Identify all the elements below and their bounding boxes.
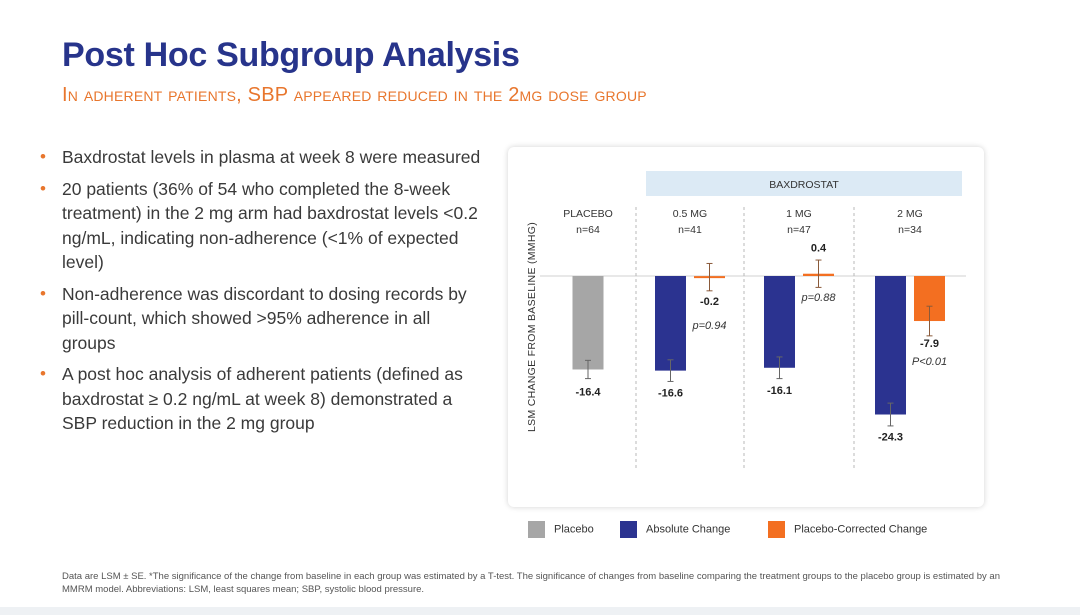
data-label: 0.4 bbox=[811, 243, 827, 255]
legend-label: Absolute Change bbox=[646, 523, 731, 536]
bullet-list: • Baxdrostat levels in plasma at week 8 w… bbox=[38, 145, 488, 443]
data-label: -16.4 bbox=[575, 386, 601, 398]
p-value-label: p=0.94 bbox=[692, 320, 727, 332]
bullet-dot-icon: • bbox=[40, 178, 46, 198]
category-label: 2 MG bbox=[897, 208, 923, 220]
data-label: -0.2 bbox=[700, 296, 719, 308]
data-label: -16.6 bbox=[658, 388, 683, 400]
bar-chart: BAXDROSTAT LSM CHANGE FROM BASELINE (MMHG… bbox=[526, 171, 966, 469]
bullet-dot-icon: • bbox=[40, 147, 46, 166]
legend-swatch-absolute bbox=[620, 521, 637, 538]
legend-item-absolute: Absolute Change bbox=[620, 521, 730, 538]
category-n-label: n=47 bbox=[787, 224, 811, 236]
bottom-strip bbox=[0, 607, 1080, 615]
category-label: 0.5 MG bbox=[673, 208, 707, 220]
group-header-band bbox=[646, 171, 962, 196]
bar-absolute-change bbox=[875, 276, 906, 415]
data-label: -7.9 bbox=[920, 338, 939, 350]
bullet-dot-icon: • bbox=[40, 283, 46, 303]
page-subtitle: In adherent patients, SBP appeared reduc… bbox=[62, 84, 647, 106]
bar-placebo bbox=[572, 276, 604, 370]
bullet-text: Non-adherence was discordant to dosing r… bbox=[62, 283, 467, 353]
category-n-label: n=41 bbox=[678, 224, 702, 236]
bullet-item: • Baxdrostat levels in plasma at week 8 w… bbox=[38, 145, 488, 170]
footnote: Data are LSM ± SE. *The significance of … bbox=[62, 571, 1000, 595]
category-n-label: n=34 bbox=[898, 224, 922, 236]
page-title: Post Hoc Subgroup Analysis bbox=[62, 36, 520, 74]
data-label: -16.1 bbox=[767, 385, 792, 397]
category-label: 1 MG bbox=[786, 208, 812, 220]
legend-swatch-placebo bbox=[528, 521, 545, 538]
legend-item-placebo: Placebo bbox=[528, 521, 594, 538]
bullet-dot-icon: • bbox=[40, 364, 46, 383]
group-header-label: BAXDROSTAT bbox=[769, 179, 839, 191]
bullet-item: • 20 patients (36% of 54 who completed th… bbox=[38, 177, 488, 275]
category-label: PLACEBO bbox=[563, 208, 613, 220]
legend-item-placebo-corrected: Placebo-Corrected Change bbox=[768, 521, 927, 538]
p-value-label: P<0.01 bbox=[912, 356, 947, 368]
bullet-item: • A post hoc analysis of adherent patient… bbox=[38, 362, 488, 436]
chart-card: BAXDROSTAT LSM CHANGE FROM BASELINE (MMHG… bbox=[508, 147, 984, 507]
bullet-text: 20 patients (36% of 54 who completed the… bbox=[62, 178, 478, 273]
bar-absolute-change bbox=[655, 276, 686, 371]
bullet-item: • Non-adherence was discordant to dosing … bbox=[38, 282, 488, 356]
legend-label: Placebo bbox=[554, 523, 594, 536]
legend-label: Placebo-Corrected Change bbox=[794, 523, 928, 536]
bar-absolute-change bbox=[764, 276, 795, 368]
y-axis-label: LSM CHANGE FROM BASELINE (MMHG) bbox=[526, 222, 538, 432]
data-label: -24.3 bbox=[878, 432, 903, 444]
p-value-label: p=0.88 bbox=[801, 292, 837, 304]
legend-swatch-placebo-corrected bbox=[768, 521, 785, 538]
bullet-text: Baxdrostat levels in plasma at week 8 we… bbox=[62, 147, 481, 167]
bullet-text: A post hoc analysis of adherent patients… bbox=[62, 364, 463, 433]
category-n-label: n=64 bbox=[576, 224, 600, 236]
